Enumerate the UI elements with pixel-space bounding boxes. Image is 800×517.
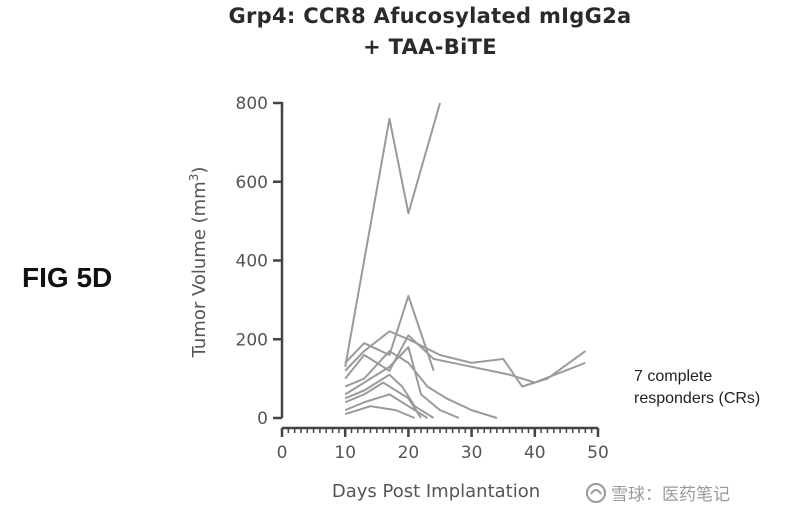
series-line-7 [344, 373, 435, 419]
series-line-9 [344, 393, 428, 419]
snowball-logo-icon [586, 482, 606, 503]
y-tick-label: 600 [236, 173, 268, 193]
series-line-4 [344, 334, 586, 384]
series-line-1 [344, 102, 441, 367]
y-tick-label: 0 [257, 409, 268, 429]
x-tick-label: 30 [461, 443, 483, 463]
x-tick-label: 10 [334, 443, 356, 463]
x-tick-label: 50 [587, 443, 609, 463]
y-tick-label: 400 [236, 252, 268, 272]
y-tick-label: 800 [236, 94, 268, 114]
chart-title-line2: + TAA-BiTE [363, 35, 497, 59]
series-line-5 [344, 350, 498, 419]
x-tick-label: 0 [277, 443, 288, 463]
y-tick-label: 200 [236, 330, 268, 350]
y-axis-title-main: Tumor Volume (mm [189, 181, 210, 358]
chart-axes [280, 102, 598, 430]
chart-title-line1: Grp4: CCR8 Afucosylated mIgG2a [228, 4, 632, 28]
series-line-10 [344, 405, 416, 419]
series-line-2 [344, 294, 435, 372]
watermark-text: 雪球：医药笔记 [611, 485, 730, 505]
y-ticks: 0 200 400 600 800 [236, 94, 282, 429]
x-ticks: 0 10 20 30 40 50 [277, 428, 609, 463]
x-axis-title: Days Post Implantation [332, 481, 540, 502]
y-axis-title: Tumor Volume (mm3) [187, 167, 210, 359]
series-line-8 [344, 381, 422, 419]
series-line-6 [344, 346, 460, 419]
y-axis-title-superscript: 3 [187, 174, 201, 182]
watermark: 雪球：医药笔记 [585, 480, 730, 505]
y-axis-title-end: ) [189, 167, 210, 174]
x-tick-label: 20 [398, 443, 420, 463]
x-minor-ticks [287, 428, 593, 433]
x-tick-label: 40 [524, 443, 546, 463]
figure-label: FIG 5D [22, 262, 113, 293]
series-lines [344, 102, 586, 419]
annotation-line2: responders (CRs) [634, 390, 761, 407]
annotation-line1: 7 complete [634, 368, 713, 385]
